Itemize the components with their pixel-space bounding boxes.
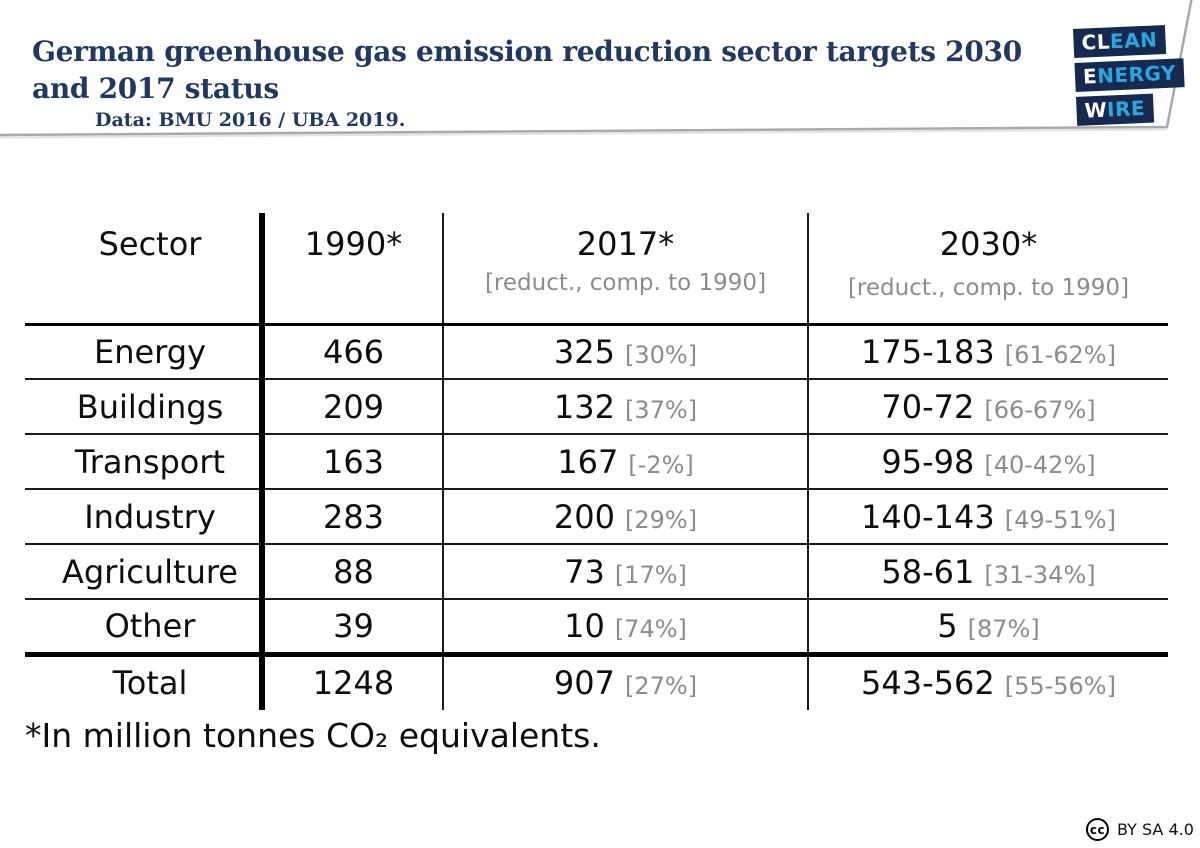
pct-2017: [27%] (625, 672, 698, 701)
value-2017: 325 (553, 332, 615, 371)
value-2017-cell: 325 [30%] (443, 324, 809, 380)
value-2017: 132 (553, 387, 615, 426)
value-2030: 58-61 (881, 552, 975, 591)
value-2017: 167 (557, 442, 619, 481)
value-1990: 466 (262, 324, 444, 380)
logo-row-energy: ENERGY (1074, 58, 1185, 92)
value-2030-cell: 543-562 [55-56%] (808, 654, 1168, 710)
pct-2017: [29%] (625, 505, 698, 534)
logo-text-blue: IRE (1106, 95, 1146, 122)
pct-2017: [30%] (625, 340, 698, 369)
sector-label: Other (25, 599, 265, 657)
value-1990: 209 (262, 379, 444, 435)
value-2017-cell: 132 [37%] (443, 379, 809, 435)
value-2030-cell: 5 [87%] (808, 599, 1168, 657)
value-2017: 73 (564, 552, 605, 591)
table-row-other: Other 39 10 [74%] 5 [87%] (25, 599, 1168, 657)
value-2030-cell: 175-183 [61-62%] (808, 324, 1168, 380)
logo-row-wire: WIRE (1075, 93, 1154, 126)
pct-2017: [17%] (614, 560, 687, 589)
table-row-industry: Industry 283 200 [29%] 140-143 [49-51%] (25, 489, 1168, 545)
value-2030: 543-562 (861, 664, 995, 703)
logo-row-clean: CLEAN (1073, 24, 1166, 58)
column-header-2030-year: 2030* (939, 225, 1038, 263)
column-header-2017: 2017* [reduct., comp. to 1990] (443, 213, 809, 326)
license-label: BY SA 4.0 (1117, 820, 1194, 839)
page-title: German greenhouse gas emission reduction… (32, 33, 1022, 107)
value-1990: 1248 (262, 654, 444, 710)
value-2017-cell: 907 [27%] (443, 654, 809, 710)
sector-label: Buildings (25, 379, 265, 435)
value-2030: 95-98 (881, 442, 975, 481)
logo-text-blue: EAN (1109, 27, 1158, 54)
value-2030: 5 (937, 606, 958, 645)
pct-2017: [-2%] (628, 450, 694, 479)
page-title-line-2: and 2017 status (32, 72, 279, 105)
table-row-agriculture: Agriculture 88 73 [17%] 58-61 [31-34%] (25, 544, 1168, 600)
logo-text-white: W (1084, 97, 1108, 123)
value-2017-cell: 167 [-2%] (443, 434, 809, 490)
value-2017-cell: 73 [17%] (443, 544, 809, 600)
pct-2030: [49-51%] (1004, 505, 1116, 534)
pct-2017: [37%] (625, 395, 698, 424)
data-source-subtitle: Data: BMU 2016 / UBA 2019. (95, 109, 406, 131)
table-row-total: Total 1248 907 [27%] 543-562 [55-56%] (25, 654, 1168, 710)
sector-label: Total (25, 654, 265, 710)
pct-2030: [31-34%] (984, 560, 1096, 589)
value-1990: 39 (262, 599, 444, 657)
column-header-1990: 1990* (262, 213, 444, 326)
value-2030: 175-183 (861, 332, 995, 371)
value-2017: 200 (553, 497, 615, 536)
value-2030-cell: 70-72 [66-67%] (808, 379, 1168, 435)
value-1990: 283 (262, 489, 444, 545)
column-header-sector: Sector (25, 213, 265, 326)
creative-commons-icon: cc (1086, 818, 1109, 841)
page-title-line-1: German greenhouse gas emission reduction… (32, 35, 1022, 68)
pct-2030: [61-62%] (1004, 340, 1116, 369)
column-header-2030: 2030* [reduct., comp. to 1990] (808, 213, 1168, 326)
column-header-2017-sub: [reduct., comp. to 1990] (484, 270, 767, 296)
value-2017: 10 (564, 606, 605, 645)
pct-2017: [74%] (614, 614, 687, 643)
sector-label: Industry (25, 489, 265, 545)
column-header-2017-year: 2017* (576, 225, 675, 263)
value-2017: 907 (553, 664, 615, 703)
value-1990: 163 (262, 434, 444, 490)
header-banner-edge (0, 0, 1193, 139)
sector-label: Energy (25, 324, 265, 380)
table-row-buildings: Buildings 209 132 [37%] 70-72 [66-67%] (25, 379, 1168, 435)
value-2030-cell: 58-61 [31-34%] (808, 544, 1168, 600)
pct-2030: [40-42%] (984, 450, 1096, 479)
license-badge: cc BY SA 4.0 (1086, 818, 1194, 841)
value-2030-cell: 140-143 [49-51%] (808, 489, 1168, 545)
logo-text-white: CL (1081, 29, 1111, 55)
logo-text-blue: NERGY (1096, 60, 1177, 88)
clean-energy-wire-logo: CLEAN ENERGY WIRE (1073, 24, 1186, 131)
value-2017-cell: 200 [29%] (443, 489, 809, 545)
pct-2030: [55-56%] (1004, 672, 1116, 701)
value-1990: 88 (262, 544, 444, 600)
value-2017-cell: 10 [74%] (443, 599, 809, 657)
value-2030-cell: 95-98 [40-42%] (808, 434, 1168, 490)
column-header-2030-sub: [reduct., comp. to 1990] (847, 275, 1130, 301)
emissions-table: Sector 1990* 2017* [reduct., comp. to 199… (25, 213, 1168, 710)
sector-label: Agriculture (25, 544, 265, 600)
table-row-energy: Energy 466 325 [30%] 175-183 [61-62%] (25, 324, 1168, 380)
footnote: *In million tonnes CO₂ equivalents. (25, 716, 601, 755)
value-2030: 70-72 (881, 387, 975, 426)
pct-2030: [87%] (967, 614, 1040, 643)
table-header-row: Sector 1990* 2017* [reduct., comp. to 199… (25, 213, 1168, 326)
pct-2030: [66-67%] (984, 395, 1096, 424)
logo-text-white: E (1082, 63, 1098, 89)
sector-label: Transport (25, 434, 265, 490)
table-row-transport: Transport 163 167 [-2%] 95-98 [40-42%] (25, 434, 1168, 490)
value-2030: 140-143 (861, 497, 995, 536)
